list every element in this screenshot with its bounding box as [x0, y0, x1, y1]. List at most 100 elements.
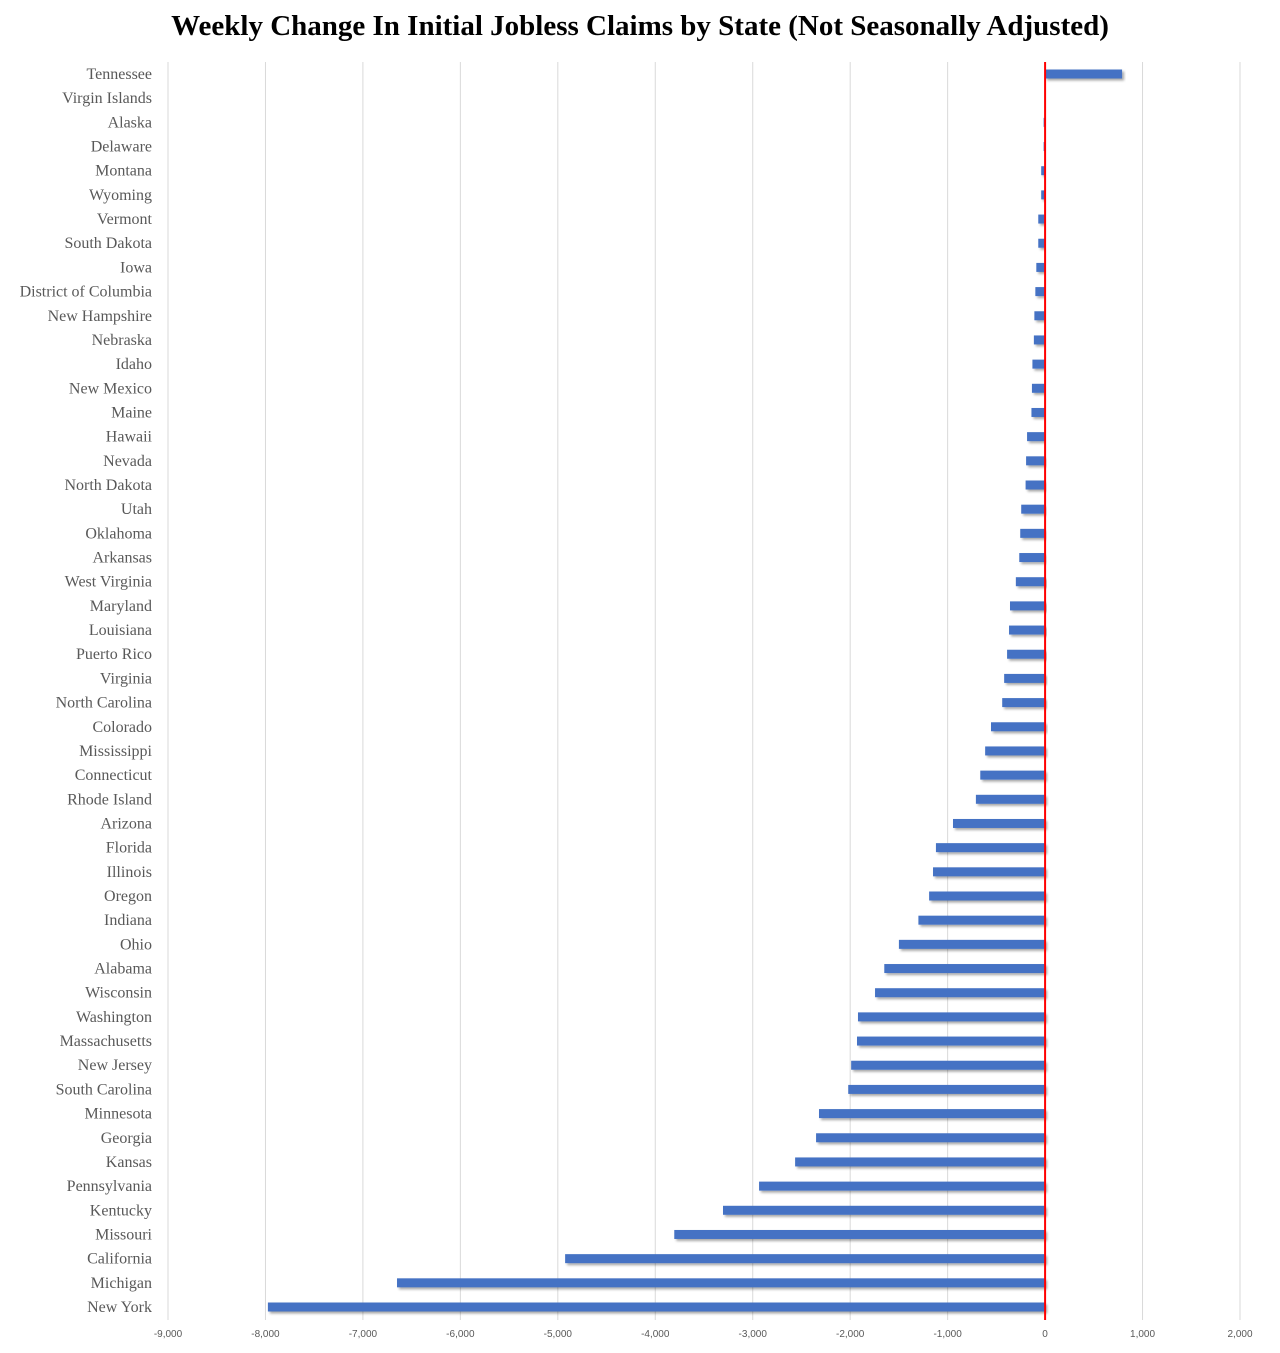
category-label: Kentucky — [90, 1202, 152, 1219]
bar — [1041, 190, 1046, 200]
bar — [1032, 359, 1046, 369]
bar — [397, 1278, 1046, 1288]
category-label: Hawaii — [106, 429, 153, 446]
x-tick-label: -5,000 — [544, 1329, 573, 1340]
bar — [674, 1229, 1046, 1239]
bar — [1025, 480, 1046, 490]
category-label: Michigan — [91, 1275, 152, 1292]
bar — [1007, 649, 1046, 659]
bar — [1026, 456, 1046, 466]
bar — [884, 964, 1046, 974]
category-label: Wisconsin — [85, 985, 152, 1002]
bar — [1045, 69, 1123, 79]
bar — [1031, 407, 1046, 417]
category-label: Washington — [76, 1009, 152, 1026]
category-label: Oregon — [104, 888, 152, 905]
bar — [1010, 601, 1046, 611]
category-label: Puerto Rico — [76, 646, 152, 663]
category-label: South Carolina — [56, 1081, 152, 1098]
category-label: Tennessee — [86, 66, 152, 83]
bar — [1015, 577, 1046, 587]
x-tick-label: -8,000 — [251, 1329, 280, 1340]
category-label: Maine — [111, 404, 152, 421]
category-label: North Dakota — [64, 477, 152, 494]
bar — [991, 722, 1046, 732]
bar — [875, 988, 1046, 998]
bar — [759, 1181, 1046, 1191]
bar — [1038, 214, 1046, 224]
category-label: Kansas — [106, 1154, 152, 1171]
bar — [1033, 335, 1046, 345]
category-label: California — [87, 1251, 152, 1268]
category-label: Alaska — [108, 114, 152, 131]
x-tick-label: -1,000 — [933, 1329, 962, 1340]
category-label: Vermont — [97, 211, 153, 228]
bar — [795, 1157, 1046, 1167]
bar — [267, 1302, 1046, 1312]
category-label: Connecticut — [75, 767, 153, 784]
category-label: District of Columbia — [20, 284, 152, 301]
category-label: South Dakota — [64, 235, 152, 252]
category-label: Massachusetts — [60, 1033, 152, 1050]
category-label: Delaware — [91, 139, 152, 156]
bar — [857, 1012, 1046, 1022]
category-label: North Carolina — [56, 695, 152, 712]
category-label: Louisiana — [89, 622, 152, 639]
category-label: Minnesota — [84, 1106, 152, 1123]
bar — [980, 770, 1046, 780]
category-label: Utah — [121, 501, 152, 518]
chart-title: Weekly Change In Initial Jobless Claims … — [171, 10, 1109, 42]
x-tick-label: -6,000 — [446, 1329, 475, 1340]
bar — [1036, 262, 1046, 272]
bar — [1004, 673, 1046, 683]
category-label: Oklahoma — [85, 525, 152, 542]
x-tick-label: 1,000 — [1130, 1329, 1155, 1340]
category-label: Virgin Islands — [62, 90, 152, 107]
bar — [857, 1036, 1046, 1046]
bar — [1035, 287, 1046, 297]
category-label: Illinois — [107, 864, 152, 881]
category-label: Arkansas — [92, 550, 152, 567]
category-label: New York — [87, 1299, 152, 1316]
category-label: Nebraska — [92, 332, 152, 349]
bar — [1002, 698, 1046, 708]
category-label: New Hampshire — [48, 308, 152, 325]
category-label: Florida — [106, 840, 152, 857]
x-tick-label: -4,000 — [641, 1329, 670, 1340]
category-label: Montana — [95, 163, 152, 180]
category-label: Iowa — [120, 259, 152, 276]
bar — [933, 867, 1046, 877]
category-label: Indiana — [104, 912, 152, 929]
bar — [848, 1084, 1046, 1094]
bar — [1020, 528, 1046, 538]
x-tick-label: 0 — [1042, 1329, 1048, 1340]
category-label: Missouri — [95, 1226, 152, 1243]
bar — [898, 939, 1046, 949]
category-label: Alabama — [94, 961, 152, 978]
category-label: Colorado — [92, 719, 152, 736]
bar — [1038, 238, 1046, 248]
category-label: West Virginia — [65, 574, 152, 591]
bar — [975, 794, 1046, 804]
category-label: Virginia — [100, 670, 152, 687]
bar — [816, 1133, 1046, 1143]
x-tick-label: -7,000 — [349, 1329, 378, 1340]
category-label: New Jersey — [78, 1057, 152, 1074]
bar — [1021, 504, 1046, 514]
category-label: Pennsylvania — [67, 1178, 152, 1195]
bar — [918, 915, 1046, 925]
bar — [723, 1205, 1046, 1215]
category-label: Arizona — [100, 815, 152, 832]
x-tick-label: -3,000 — [739, 1329, 768, 1340]
category-label: Rhode Island — [67, 791, 152, 808]
category-label: Ohio — [120, 936, 152, 953]
category-label: Nevada — [103, 453, 152, 470]
bar — [1031, 383, 1046, 393]
bar — [985, 746, 1046, 756]
bar — [1009, 625, 1046, 635]
category-label: Mississippi — [79, 743, 152, 760]
x-tick-label: -9,000 — [154, 1329, 183, 1340]
category-label: Idaho — [116, 356, 152, 373]
category-label: Maryland — [90, 598, 152, 615]
